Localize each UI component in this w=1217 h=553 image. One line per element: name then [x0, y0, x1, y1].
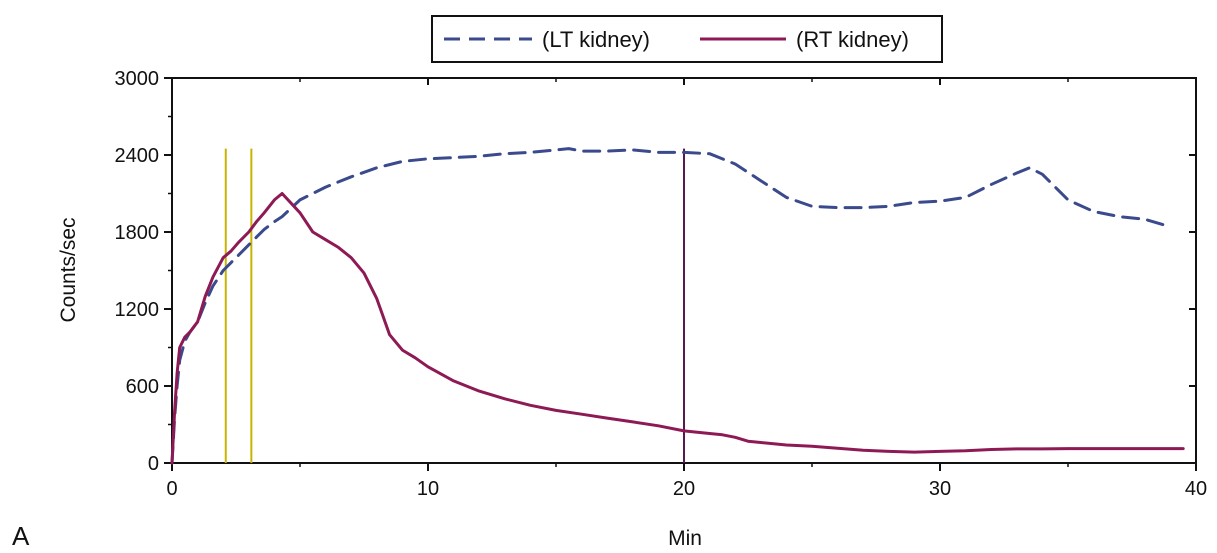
x-tick-label-40: 40 [1185, 478, 1207, 500]
y-tick-label-3000: 3000 [115, 68, 160, 90]
y-tick-label-1200: 1200 [115, 299, 160, 321]
series-line-rt-kidney [170, 192, 1185, 465]
legend: (LT kidney) (RT kidney) [431, 15, 943, 63]
series-line-lt-kidney [170, 147, 1172, 465]
y-tick-label-1800: 1800 [115, 222, 160, 244]
plot-area: 0 600 1200 1800 2400 3000 0 10 20 30 40 [115, 68, 1208, 500]
x-tick-label-20: 20 [673, 478, 695, 500]
x-axis-title: Min [668, 527, 702, 550]
legend-box [431, 15, 943, 63]
y-tick-label-0: 0 [148, 453, 159, 475]
x-tick-label-0: 0 [166, 478, 177, 500]
legend-label-lt-kidney: (LT kidney) [542, 27, 650, 52]
panel-label: A [12, 521, 30, 551]
x-tick-label-30: 30 [929, 478, 951, 500]
y-tick-label-2400: 2400 [115, 145, 160, 167]
y-tick-label-600: 600 [126, 376, 159, 398]
x-tick-label-10: 10 [417, 478, 439, 500]
legend-label-rt-kidney: (RT kidney) [796, 27, 909, 52]
y-axis-title: Counts/sec [57, 217, 80, 322]
